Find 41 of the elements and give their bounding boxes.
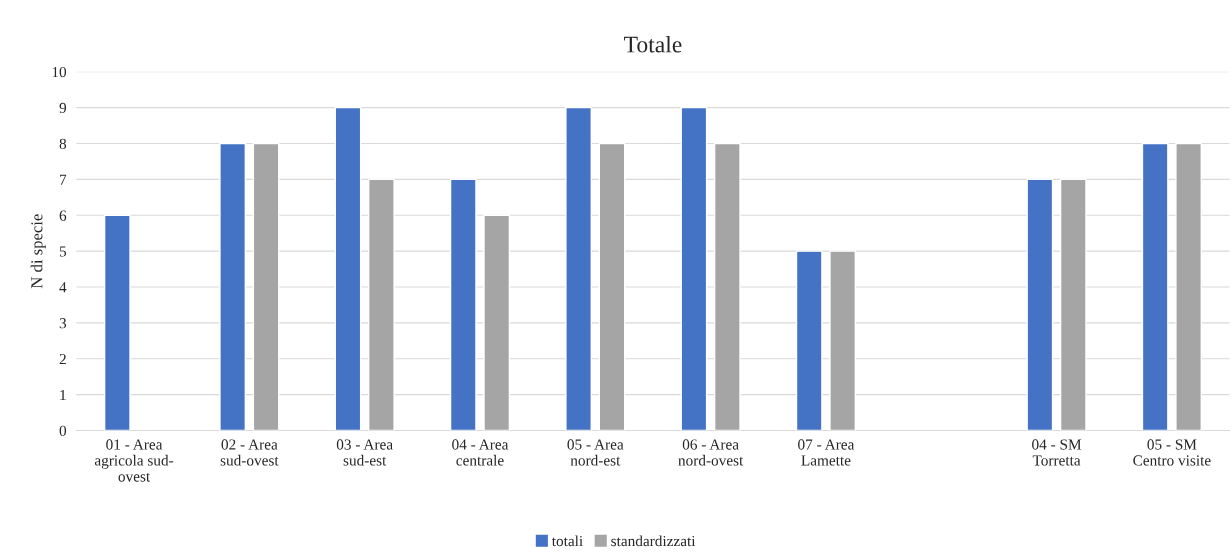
y-tick-label: 4 [59, 282, 67, 293]
bar [713, 142, 741, 431]
y-tick-label: 10 [52, 66, 67, 78]
bar [483, 214, 511, 431]
bar [829, 250, 857, 431]
y-tick-label: 6 [59, 210, 67, 221]
x-tick-label: 04 - Area centrale [452, 439, 509, 466]
y-tick-label: 7 [60, 174, 67, 185]
x-tick-label: 06 - Area nord-ovest [678, 439, 744, 466]
x-tick-label: 05 - SM Centro visite [1133, 439, 1211, 466]
bar [368, 178, 395, 431]
legend-label: totali [551, 535, 583, 547]
x-tick-label: 04 - SM Torretta [1032, 439, 1082, 466]
x-tick-label: 02 - Area sud-ovest [220, 439, 279, 466]
y-tick-label: 5 [59, 246, 67, 257]
x-tick-label: 05 - Area nord-est [567, 439, 624, 466]
bar [103, 214, 131, 431]
x-tick-label: 07 - Area Lamette [798, 439, 855, 466]
bar [1175, 142, 1202, 431]
bar [795, 250, 823, 431]
x-tick-label: 03 - Area sud-est [336, 439, 393, 466]
chart-title: Totale [624, 35, 682, 53]
bar [219, 142, 247, 431]
y-axis-title: N di specie [30, 214, 46, 289]
y-tick-label: 1 [60, 389, 66, 400]
bar [1026, 178, 1054, 431]
y-tick-label: 0 [59, 425, 67, 437]
y-tick-label: 2 [59, 353, 66, 365]
bar [1059, 178, 1087, 431]
bar [680, 106, 708, 431]
legend-label: standardizzati [611, 535, 696, 547]
bar [598, 142, 626, 431]
bar [1141, 142, 1169, 431]
y-tick-label: 3 [59, 318, 67, 329]
bar [252, 142, 280, 431]
bar [565, 106, 592, 431]
y-tick-label: 9 [59, 102, 67, 114]
bar [449, 178, 477, 431]
bar [334, 106, 362, 431]
x-tick-label: 01 - Area agricola sud- ovest [94, 439, 174, 482]
y-tick-label: 8 [59, 138, 67, 149]
